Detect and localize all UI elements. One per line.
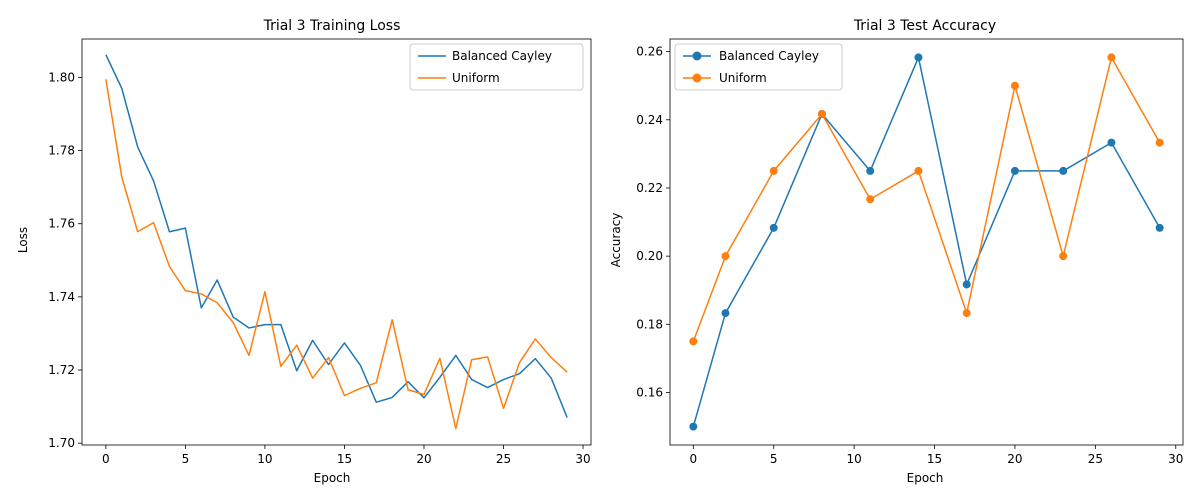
legend-label-balanced-cayley: Balanced Cayley: [452, 49, 552, 63]
data-point-balanced-cayley: [689, 422, 698, 431]
x-tick-label: 25: [496, 452, 511, 466]
data-point-balanced-cayley: [866, 166, 875, 175]
y-axis-title: Loss: [16, 227, 30, 253]
y-tick-label: 1.74: [48, 290, 75, 304]
y-tick-label: 1.72: [48, 363, 75, 377]
data-point-balanced-cayley: [769, 223, 778, 232]
plot-area: 0 5 10 15 20 25 30 1.70 1.72 1.74 1.76 1.78 1.80: [48, 38, 592, 466]
legend: Balanced Cayley Uniform: [409, 43, 584, 91]
test-accuracy-chart: Trial 3 Test Accuracy Epoch Accuracy 0 5 1…: [609, 18, 1183, 485]
legend-marker-uniform: [692, 73, 702, 83]
data-point-balanced-cayley: [721, 309, 730, 318]
x-axis-title: Epoch: [314, 471, 351, 485]
x-tick-label: 25: [1088, 452, 1103, 466]
x-tick-label: 5: [182, 452, 190, 466]
data-point-uniform: [689, 337, 698, 346]
data-point-uniform: [1107, 53, 1116, 62]
chart-title: Trial 3 Training Loss: [263, 18, 401, 34]
data-point-uniform: [721, 252, 730, 261]
x-tick-label: 15: [927, 452, 942, 466]
legend-marker-balanced-cayley: [692, 51, 702, 61]
y-tick-label: 1.76: [48, 217, 75, 231]
data-point-uniform: [914, 166, 923, 175]
series-line-balanced-cayley: [692, 56, 1161, 427]
data-point-balanced-cayley: [1155, 223, 1164, 232]
y-tick-label: 1.70: [48, 436, 75, 450]
y-tick-label: 1.78: [48, 144, 75, 158]
x-tick-label: 20: [416, 452, 431, 466]
data-point-uniform: [866, 195, 875, 204]
data-point-uniform: [962, 309, 971, 318]
series-line-balanced-cayley: [105, 54, 568, 418]
plot-area: 0 5 10 15 20 25 30 0.16 0.18 0.20 0.22 0.24 0.26: [636, 38, 1184, 466]
x-tick-label: 20: [1007, 452, 1022, 466]
data-point-uniform: [1155, 138, 1164, 147]
x-tick-label: 30: [1168, 452, 1183, 466]
data-point-balanced-cayley: [962, 280, 971, 289]
data-point-balanced-cayley: [914, 53, 923, 62]
x-axis-title: Epoch: [907, 471, 944, 485]
y-tick-label: 0.22: [636, 181, 663, 195]
legend: Balanced Cayley Uniform: [674, 43, 843, 91]
x-tick-label: 10: [257, 452, 272, 466]
data-point-balanced-cayley: [1010, 166, 1019, 175]
y-tick-label: 1.80: [48, 70, 75, 84]
x-tick-label: 5: [770, 452, 778, 466]
data-point-uniform: [817, 110, 826, 118]
y-tick-label: 0.24: [636, 113, 663, 127]
series-line-uniform: [692, 56, 1161, 342]
legend-label-uniform: Uniform: [719, 71, 767, 85]
data-point-uniform: [769, 166, 778, 175]
y-tick-label: 0.16: [636, 386, 663, 400]
y-tick-label: 0.18: [636, 317, 663, 331]
x-tick-label: 30: [575, 452, 590, 466]
legend-frame: [409, 43, 584, 91]
legend-label-uniform: Uniform: [452, 71, 500, 85]
axes-frame: [81, 38, 592, 446]
data-point-balanced-cayley: [1059, 166, 1068, 175]
axes-frame: [669, 38, 1184, 446]
x-tick-label: 0: [102, 452, 110, 466]
data-point-balanced-cayley: [1107, 138, 1116, 147]
x-tick-label: 0: [689, 452, 697, 466]
y-tick-label: 0.26: [636, 45, 663, 59]
data-point-uniform: [1059, 252, 1068, 261]
y-axis-title: Accuracy: [609, 213, 623, 268]
x-tick-label: 15: [337, 452, 352, 466]
legend-label-balanced-cayley: Balanced Cayley: [719, 49, 819, 63]
series-line-uniform: [105, 79, 568, 430]
y-tick-label: 0.20: [636, 249, 663, 263]
x-tick-label: 10: [846, 452, 861, 466]
chart-title: Trial 3 Test Accuracy: [853, 18, 996, 34]
training-loss-chart: Trial 3 Training Loss Epoch Loss 0 5 10 15 2…: [16, 18, 592, 485]
legend-frame: [674, 43, 843, 91]
data-point-uniform: [1010, 81, 1019, 90]
